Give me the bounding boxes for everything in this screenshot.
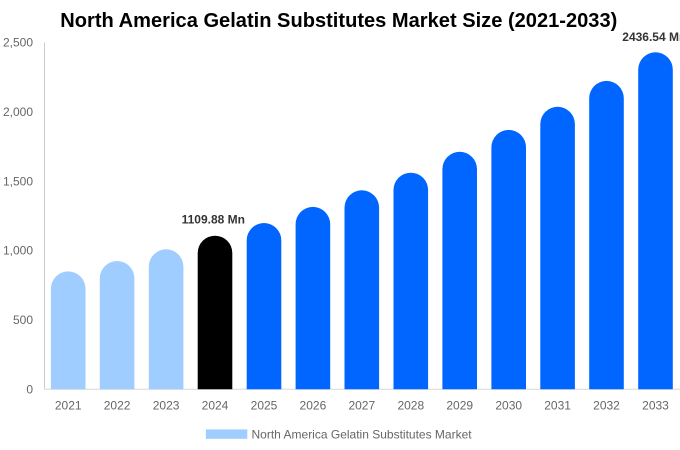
svg-text:2024: 2024 [202,399,229,413]
svg-text:2030: 2030 [495,399,522,413]
svg-text:2027: 2027 [348,399,375,413]
svg-text:1109.88 Mn: 1109.88 Mn [182,213,245,227]
svg-text:2028: 2028 [397,399,424,413]
svg-text:2436.54 Mn: 2436.54 Mn [622,30,680,44]
svg-text:2029: 2029 [446,399,473,413]
svg-text:2023: 2023 [153,399,180,413]
svg-text:2021: 2021 [55,399,82,413]
svg-text:North America Gelatin Substitu: North America Gelatin Substitutes Market [252,427,473,441]
svg-text:0: 0 [26,382,33,396]
svg-text:2,500: 2,500 [3,36,33,50]
svg-text:2032: 2032 [593,399,620,413]
svg-text:2026: 2026 [300,399,327,413]
svg-text:2031: 2031 [544,399,571,413]
svg-text:1,500: 1,500 [3,174,33,188]
svg-text:2,000: 2,000 [3,105,33,119]
svg-text:2022: 2022 [104,399,131,413]
svg-text:2025: 2025 [251,399,278,413]
svg-text:500: 500 [13,313,33,327]
svg-text:2033: 2033 [642,399,669,413]
svg-text:1,000: 1,000 [3,244,33,258]
svg-text:North America Gelatin Substitu: North America Gelatin Substitutes Market… [60,10,617,32]
